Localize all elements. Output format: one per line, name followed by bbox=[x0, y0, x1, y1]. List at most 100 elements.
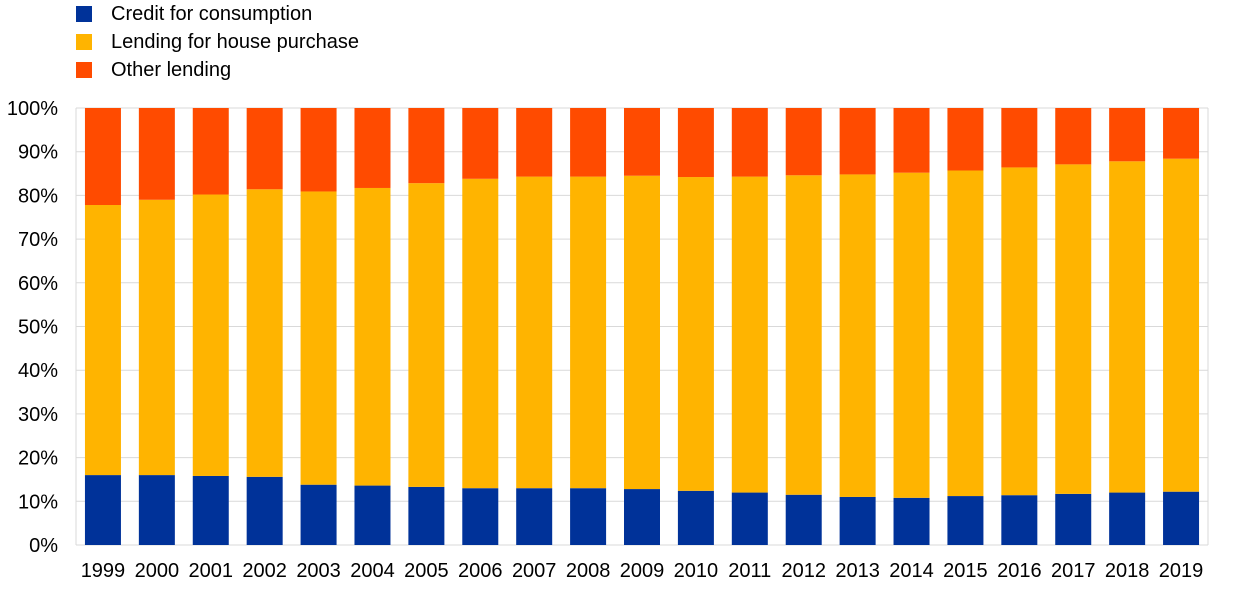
bar-segment-house-purchase-2011 bbox=[731, 176, 768, 493]
bar-segment-house-purchase-2006 bbox=[462, 178, 499, 489]
x-tick-label: 2010 bbox=[674, 560, 719, 582]
bar-segment-consumption-2019 bbox=[1163, 491, 1200, 545]
y-axis: 0% 10% 20% 30% 40% 50% 60% 70% 80% 90% 100% bbox=[7, 98, 58, 557]
bar-segment-house-purchase-2012 bbox=[785, 175, 822, 495]
x-tick-label: 2002 bbox=[242, 560, 287, 582]
y-tick-label: 30% bbox=[18, 404, 58, 426]
x-tick-label: 2000 bbox=[135, 560, 180, 582]
bar-segment-other-lending-2014 bbox=[893, 108, 930, 173]
x-tick-label: 2019 bbox=[1159, 560, 1204, 582]
bar-segment-house-purchase-2010 bbox=[677, 177, 714, 491]
bar-segment-other-lending-2018 bbox=[1109, 108, 1146, 162]
bar-segment-consumption-2015 bbox=[947, 496, 984, 545]
x-tick-label: 2007 bbox=[512, 560, 557, 582]
y-tick-label: 20% bbox=[18, 448, 58, 470]
bar-segment-consumption-2007 bbox=[516, 488, 553, 545]
bar-segment-house-purchase-2004 bbox=[354, 187, 391, 486]
x-tick-label: 2015 bbox=[943, 560, 988, 582]
legend-swatch-other-lending bbox=[76, 62, 92, 78]
bar-segment-house-purchase-2016 bbox=[1001, 167, 1038, 496]
bar-segment-consumption-2014 bbox=[893, 497, 930, 545]
bar-segment-other-lending-2012 bbox=[785, 108, 822, 176]
bar-segment-consumption-2006 bbox=[462, 488, 499, 545]
bar-segment-other-lending-2008 bbox=[570, 108, 607, 177]
bar-segment-house-purchase-2015 bbox=[947, 170, 984, 497]
bar-segment-other-lending-2016 bbox=[1001, 108, 1038, 168]
bar-segment-house-purchase-2017 bbox=[1055, 164, 1092, 494]
bar-segment-other-lending-2017 bbox=[1055, 108, 1092, 165]
bar-segment-other-lending-2002 bbox=[246, 108, 283, 190]
legend-swatch-house-purchase bbox=[76, 34, 92, 50]
bar-segment-consumption-2001 bbox=[192, 475, 229, 545]
bar-segment-consumption-2016 bbox=[1001, 495, 1038, 545]
y-tick-label: 70% bbox=[18, 229, 58, 251]
y-tick-label: 90% bbox=[18, 142, 58, 164]
bar-segment-other-lending-2009 bbox=[624, 108, 660, 176]
bar-segment-consumption-2018 bbox=[1109, 492, 1146, 545]
bar-segment-house-purchase-2013 bbox=[839, 174, 876, 497]
bar-segment-house-purchase-2003 bbox=[300, 191, 337, 485]
bar-segment-other-lending-2010 bbox=[677, 108, 714, 178]
bar-segment-consumption-2004 bbox=[354, 485, 391, 545]
bar-segment-house-purchase-2007 bbox=[516, 176, 553, 489]
bar-segment-house-purchase-2001 bbox=[192, 194, 229, 476]
legend-item-other-lending: Other lending bbox=[76, 56, 359, 84]
bar-segment-consumption-2012 bbox=[785, 494, 822, 545]
legend-swatch-consumption bbox=[76, 6, 92, 22]
bar-segment-house-purchase-2009 bbox=[624, 175, 660, 490]
bar-segment-house-purchase-2018 bbox=[1109, 161, 1146, 493]
x-tick-label: 2014 bbox=[889, 560, 934, 582]
bar-segment-house-purchase-2014 bbox=[893, 172, 930, 498]
bar-segment-other-lending-2015 bbox=[947, 108, 984, 171]
x-tick-label: 2005 bbox=[404, 560, 449, 582]
legend-label-other-lending: Other lending bbox=[111, 59, 232, 81]
bar-segment-house-purchase-2008 bbox=[570, 176, 607, 489]
legend-item-house-purchase: Lending for house purchase bbox=[76, 28, 359, 56]
bar-segment-other-lending-2019 bbox=[1163, 108, 1200, 159]
y-tick-label: 60% bbox=[18, 273, 58, 295]
bar-segment-other-lending-2004 bbox=[354, 108, 391, 188]
bar-segment-consumption-2017 bbox=[1055, 493, 1092, 545]
x-tick-label: 2017 bbox=[1051, 560, 1096, 582]
x-tick-label: 2012 bbox=[781, 560, 826, 582]
bar-segment-consumption-2003 bbox=[300, 484, 337, 545]
legend: Credit for consumption Lending for house… bbox=[76, 0, 359, 84]
x-tick-label: 2003 bbox=[296, 560, 341, 582]
x-tick-label: 2011 bbox=[728, 560, 771, 582]
bar-segment-consumption-2010 bbox=[677, 490, 714, 545]
y-tick-label: 10% bbox=[18, 491, 58, 513]
x-axis: 1999 2000 2001 2002 2003 2004 2005 2006 2007 2008… bbox=[81, 560, 1204, 582]
y-tick-label: 0% bbox=[29, 535, 58, 557]
bar-segment-other-lending-2003 bbox=[300, 108, 337, 192]
x-tick-label: 2009 bbox=[620, 560, 665, 582]
bar-segment-other-lending-2005 bbox=[408, 108, 445, 184]
bar-segment-house-purchase-2000 bbox=[138, 199, 175, 476]
x-tick-label: 1999 bbox=[81, 560, 126, 582]
bar-segment-house-purchase-2005 bbox=[408, 183, 445, 487]
bar-segment-other-lending-2006 bbox=[462, 108, 499, 179]
x-tick-label: 2004 bbox=[350, 560, 395, 582]
y-tick-label: 50% bbox=[18, 317, 58, 339]
y-tick-label: 100% bbox=[7, 98, 58, 120]
x-tick-label: 2001 bbox=[189, 560, 234, 582]
x-tick-label: 2013 bbox=[835, 560, 880, 582]
bar-segment-other-lending-2000 bbox=[138, 108, 175, 200]
bar-segment-consumption-2005 bbox=[408, 486, 445, 545]
bar-segment-house-purchase-2002 bbox=[246, 189, 283, 477]
bar-segment-consumption-2009 bbox=[624, 489, 660, 545]
legend-label-consumption: Credit for consumption bbox=[111, 3, 313, 25]
bar-segment-other-lending-2011 bbox=[731, 108, 768, 177]
bar-segment-consumption-2013 bbox=[839, 496, 876, 545]
y-tick-label: 80% bbox=[18, 185, 58, 207]
bar-segment-consumption-2000 bbox=[138, 475, 175, 545]
legend-item-consumption: Credit for consumption bbox=[76, 0, 359, 28]
bar-segment-consumption-1999 bbox=[84, 475, 121, 545]
x-tick-label: 2008 bbox=[566, 560, 611, 582]
bar-series bbox=[84, 108, 1200, 545]
bar-segment-other-lending-1999 bbox=[84, 108, 121, 206]
bar-segment-consumption-2002 bbox=[246, 476, 283, 545]
bar-segment-house-purchase-1999 bbox=[84, 205, 121, 476]
legend-label-house-purchase: Lending for house purchase bbox=[111, 31, 359, 53]
bar-segment-other-lending-2001 bbox=[192, 108, 229, 195]
